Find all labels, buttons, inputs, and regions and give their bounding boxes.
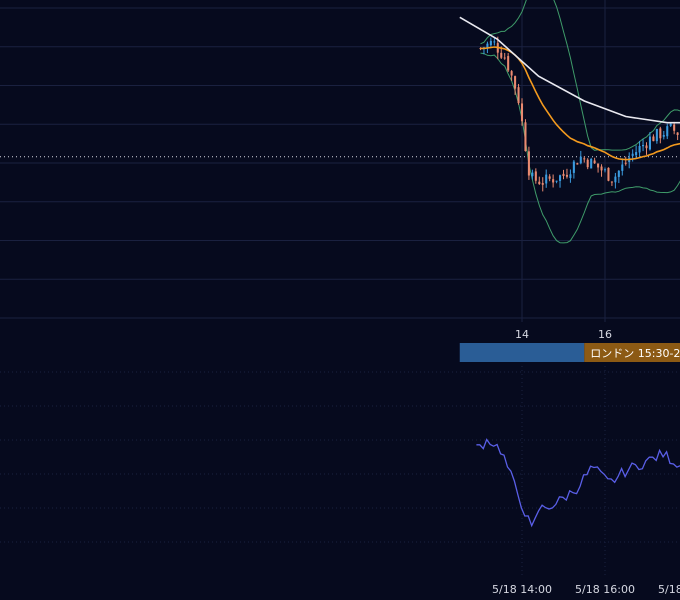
candle-body — [489, 40, 492, 46]
price-grid — [0, 0, 680, 322]
candle-body — [603, 169, 607, 171]
candle-body — [527, 151, 530, 176]
price-panel[interactable] — [0, 0, 680, 322]
bollinger-upper-line — [480, 0, 680, 151]
candle-body — [493, 41, 496, 43]
price-time-axis: 1416182022024 — [515, 328, 612, 341]
candle-body — [597, 163, 600, 168]
moving-average-long-line — [459, 16, 680, 124]
candle-body — [520, 103, 524, 122]
candle-body — [607, 167, 610, 181]
datetime-axis: 5/18 14:005/18 16:005/18 18:005/18 20:00… — [492, 583, 680, 596]
candle-body — [569, 174, 572, 179]
candle-body — [510, 71, 513, 76]
market-session-band: ロンドン 15:30-21:00 JSTNY 21:00-06:00 JST — [459, 343, 680, 362]
time-axis-tick-label: 14 — [515, 328, 529, 341]
candle-body — [579, 156, 582, 164]
candle-body — [593, 160, 596, 164]
candle-body — [565, 174, 568, 177]
candle-body — [541, 183, 544, 185]
candle-body — [669, 123, 672, 126]
candle-body — [507, 56, 510, 71]
candle-body — [635, 152, 638, 156]
candle-body — [548, 176, 551, 179]
candle-body — [572, 161, 575, 173]
moving-averages — [459, 16, 680, 161]
candle-body — [552, 179, 555, 183]
candle-body — [642, 144, 645, 147]
candle-body — [662, 135, 665, 137]
candle-body — [500, 52, 503, 58]
oscillator-panel[interactable] — [0, 366, 680, 575]
candle-body — [655, 128, 658, 142]
candle-body — [559, 175, 562, 181]
datetime-axis-tick-label: 5/18 16:00 — [575, 583, 635, 596]
session-segment — [459, 343, 585, 362]
candle-body — [534, 171, 537, 181]
time-axis-tick-label: 16 — [598, 328, 612, 341]
candle-body — [614, 176, 617, 183]
candle-body — [648, 136, 651, 150]
candle-body — [562, 173, 565, 177]
moving-average-short-line — [480, 46, 680, 161]
candle-body — [676, 132, 679, 135]
bollinger-lower-line — [480, 52, 680, 244]
candle-body — [652, 136, 655, 142]
candle-body — [617, 170, 620, 177]
candle-body — [531, 172, 534, 177]
oscillator-line — [476, 438, 680, 528]
candle-body — [673, 124, 676, 131]
candle-body — [524, 122, 527, 152]
candle-body — [503, 57, 506, 59]
datetime-axis-tick-label: 5/18 14:00 — [492, 583, 552, 596]
oscillator-line-layer — [476, 438, 680, 528]
candle-body — [621, 164, 624, 171]
candle-body — [586, 159, 589, 168]
candle-body — [666, 126, 669, 137]
candle-body — [486, 43, 489, 48]
bollinger-bands — [480, 0, 680, 244]
candle-body — [610, 181, 613, 183]
candle-body — [545, 174, 548, 184]
candle-body — [659, 128, 662, 139]
candle-body — [645, 145, 648, 149]
candle-body — [538, 181, 541, 185]
candle-body — [576, 163, 579, 165]
candle-body — [555, 180, 558, 182]
candle-body — [600, 166, 603, 171]
candle-body — [517, 87, 520, 104]
datetime-axis-tick-label: 5/18 18:00 — [658, 583, 680, 596]
candle-body — [583, 158, 586, 160]
candle-body — [590, 158, 593, 169]
oscillator-grid — [0, 366, 680, 575]
candle-body — [638, 145, 641, 153]
candle-body — [624, 162, 627, 164]
session-segment — [584, 343, 680, 362]
session-label: ロンドン 15:30-21:00 JST — [590, 347, 680, 360]
candle-body — [631, 153, 634, 156]
candle-body — [514, 76, 517, 89]
